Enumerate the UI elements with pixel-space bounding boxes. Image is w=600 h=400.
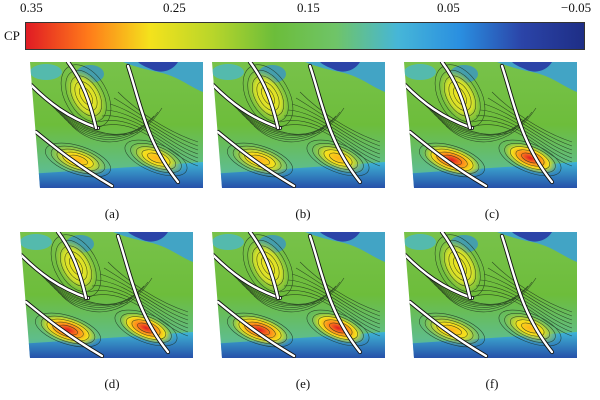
colorbar-tick-label: 0.05 [437,0,460,15]
pressure-contour-plot [212,62,385,188]
pressure-contour-plot [404,232,577,358]
contour-panel [210,62,385,188]
panel-caption: (d) [104,376,120,391]
pressure-contour-plot [404,62,577,188]
panel-caption: (a) [104,206,120,221]
panel-caption: (f) [485,376,499,391]
pressure-contour-plot [20,232,193,358]
contour-panel [402,62,577,188]
contour-panel [28,62,203,188]
contour-panel [210,232,385,358]
pressure-contour-plot [30,62,203,188]
colorbar-gradient [25,22,585,50]
colorbar-tick-label: −0.05 [561,0,592,15]
panel-caption: (c) [484,206,500,221]
panel-caption: (e) [295,376,311,391]
colorbar-tick-label: 0.25 [163,0,186,15]
pressure-contour-plot [212,232,385,358]
colorbar-label: CP [4,28,20,43]
colorbar-tick-label: 0.15 [297,0,320,15]
panel-caption: (b) [295,206,311,221]
colorbar: 0.35 0.25 0.15 0.05 −0.05 CP [0,0,600,56]
colorbar-tick-label: 0.35 [20,0,43,15]
contour-panel [18,232,193,358]
contour-panel [402,232,577,358]
